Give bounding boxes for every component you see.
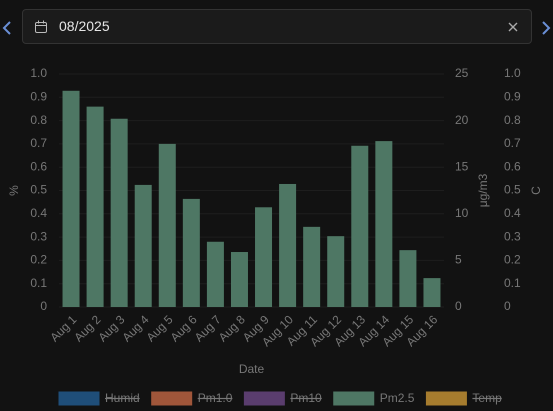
date-picker[interactable]: 08/2025: [22, 9, 532, 44]
next-month[interactable]: [539, 18, 553, 38]
bar: [86, 106, 104, 308]
bar: [351, 145, 369, 307]
y3-axis-label: C: [529, 186, 543, 195]
bar: [327, 236, 345, 307]
x-tick-label: Aug 5: [144, 312, 176, 344]
y3-tick-label: 0.9: [504, 89, 521, 103]
bar: [62, 90, 80, 307]
bar: [230, 252, 248, 307]
y3-tick-label: 1.0: [504, 66, 521, 80]
y2-tick-label: 15: [455, 159, 469, 173]
legend-label: Pm2.5: [380, 391, 415, 405]
y3-tick-label: 0.5: [504, 183, 521, 197]
x-tick-label: Aug 3: [95, 312, 127, 344]
x-tick-label: Aug 1: [47, 312, 79, 344]
calendar-icon: [35, 20, 47, 33]
y3-tick-label: 0.1: [504, 276, 521, 290]
date-value: 08/2025: [59, 18, 110, 34]
y-tick-label: 0.7: [30, 136, 47, 150]
bar: [206, 241, 224, 307]
legend-item[interactable]: Humid: [58, 391, 140, 406]
bar: [134, 184, 152, 307]
legend-item[interactable]: Pm10: [243, 391, 322, 406]
y-tick-label: 0.9: [30, 89, 47, 103]
y-tick-label: 0.4: [30, 206, 47, 220]
legend-label: Pm1.0: [198, 391, 233, 405]
legend-item[interactable]: Pm1.0: [151, 391, 233, 406]
x-axis-label: Date: [239, 362, 265, 376]
y2-tick-label: 25: [455, 66, 469, 80]
bar: [158, 143, 176, 307]
y3-tick-label: 0.7: [504, 136, 521, 150]
y2-tick-label: 0: [455, 299, 462, 313]
y3-tick-label: 0.4: [504, 206, 521, 220]
legend-swatch: [333, 391, 375, 406]
legend-swatch: [243, 391, 285, 406]
y-tick-label: 0.3: [30, 229, 47, 243]
clear-button[interactable]: [507, 21, 519, 33]
y-tick-label: 0.5: [30, 183, 47, 197]
bar: [279, 183, 297, 307]
y3-tick-label: 0.2: [504, 253, 521, 267]
y3-tick-label: 0.6: [504, 159, 521, 173]
y-tick-label: 0: [40, 299, 47, 313]
x-tick-label: Aug 6: [168, 312, 200, 344]
bar: [399, 250, 417, 307]
bar: [303, 226, 321, 307]
y3-tick-label: 0.8: [504, 113, 521, 127]
legend-item[interactable]: Pm2.5: [333, 391, 415, 406]
y-axis-label: %: [7, 185, 21, 196]
legend-swatch: [151, 391, 193, 406]
y-tick-label: 1.0: [30, 66, 47, 80]
y3-tick-label: 0.3: [504, 229, 521, 243]
legend-item[interactable]: Temp: [425, 391, 502, 406]
bar: [375, 141, 393, 307]
legend-swatch: [58, 391, 100, 406]
y3-tick-label: 0: [504, 299, 511, 313]
x-tick-label: Aug 8: [216, 312, 248, 344]
prev-month[interactable]: [0, 18, 14, 38]
x-tick-label: Aug 4: [120, 312, 152, 344]
bar: [255, 207, 273, 307]
x-tick-label: Aug 7: [192, 312, 224, 344]
y2-tick-label: 5: [455, 253, 462, 267]
legend-label: Pm10: [290, 391, 322, 405]
y-tick-label: 0.2: [30, 253, 47, 267]
y2-tick-label: 10: [455, 206, 469, 220]
x-tick-label: Aug 2: [71, 312, 103, 344]
legend-swatch: [425, 391, 467, 406]
legend-label: Humid: [105, 391, 140, 405]
y-tick-label: 0.8: [30, 113, 47, 127]
y2-axis-label: μg/m3: [476, 173, 490, 207]
bar: [110, 118, 128, 308]
bar: [423, 278, 441, 307]
y2-tick-label: 20: [455, 113, 469, 127]
y-tick-label: 0.1: [30, 276, 47, 290]
bar: [182, 198, 200, 307]
y-tick-label: 0.6: [30, 159, 47, 173]
legend-label: Temp: [472, 391, 502, 405]
